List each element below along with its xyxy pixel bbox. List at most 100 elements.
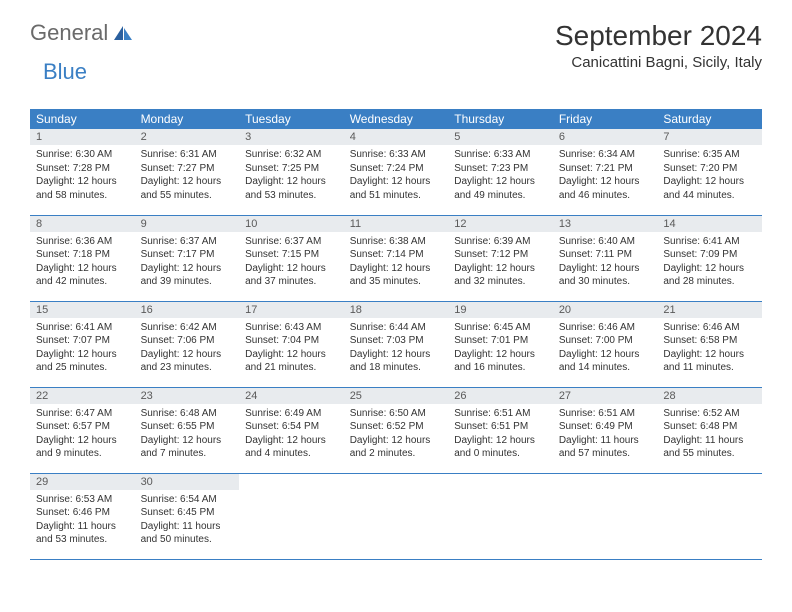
day-content: Sunrise: 6:46 AMSunset: 7:00 PMDaylight:… [553,318,658,378]
day-content: Sunrise: 6:41 AMSunset: 7:07 PMDaylight:… [30,318,135,378]
day-number: 16 [135,302,240,318]
day-number: 11 [344,216,449,232]
day-number: 15 [30,302,135,318]
day-number: 2 [135,129,240,145]
day-number: 4 [344,129,449,145]
day-content: Sunrise: 6:31 AMSunset: 7:27 PMDaylight:… [135,145,240,205]
day-content: Sunrise: 6:42 AMSunset: 7:06 PMDaylight:… [135,318,240,378]
day-content: Sunrise: 6:32 AMSunset: 7:25 PMDaylight:… [239,145,344,205]
calendar-cell: 18Sunrise: 6:44 AMSunset: 7:03 PMDayligh… [344,301,449,387]
header-saturday: Saturday [657,109,762,129]
calendar-cell: 20Sunrise: 6:46 AMSunset: 7:00 PMDayligh… [553,301,658,387]
calendar-cell: 10Sunrise: 6:37 AMSunset: 7:15 PMDayligh… [239,215,344,301]
day-content: Sunrise: 6:36 AMSunset: 7:18 PMDaylight:… [30,232,135,292]
logo: General [30,20,136,46]
day-number: 23 [135,388,240,404]
day-content: Sunrise: 6:53 AMSunset: 6:46 PMDaylight:… [30,490,135,550]
day-content: Sunrise: 6:50 AMSunset: 6:52 PMDaylight:… [344,404,449,464]
day-number: 14 [657,216,762,232]
calendar-cell: 12Sunrise: 6:39 AMSunset: 7:12 PMDayligh… [448,215,553,301]
day-content: Sunrise: 6:49 AMSunset: 6:54 PMDaylight:… [239,404,344,464]
calendar-cell: 15Sunrise: 6:41 AMSunset: 7:07 PMDayligh… [30,301,135,387]
logo-text-general: General [30,20,108,46]
calendar-cell: 5Sunrise: 6:33 AMSunset: 7:23 PMDaylight… [448,129,553,215]
day-number: 24 [239,388,344,404]
calendar-cell: 2Sunrise: 6:31 AMSunset: 7:27 PMDaylight… [135,129,240,215]
day-content: Sunrise: 6:30 AMSunset: 7:28 PMDaylight:… [30,145,135,205]
day-number: 29 [30,474,135,490]
day-content: Sunrise: 6:34 AMSunset: 7:21 PMDaylight:… [553,145,658,205]
day-number: 26 [448,388,553,404]
day-number: 13 [553,216,658,232]
calendar-cell: 1Sunrise: 6:30 AMSunset: 7:28 PMDaylight… [30,129,135,215]
calendar-cell: 22Sunrise: 6:47 AMSunset: 6:57 PMDayligh… [30,387,135,473]
calendar-cell [657,473,762,559]
header-sunday: Sunday [30,109,135,129]
calendar-cell: 11Sunrise: 6:38 AMSunset: 7:14 PMDayligh… [344,215,449,301]
header-wednesday: Wednesday [344,109,449,129]
day-number: 25 [344,388,449,404]
day-number: 17 [239,302,344,318]
weekday-header-row: Sunday Monday Tuesday Wednesday Thursday… [30,109,762,129]
header-monday: Monday [135,109,240,129]
month-title: September 2024 [555,20,762,52]
calendar-cell: 23Sunrise: 6:48 AMSunset: 6:55 PMDayligh… [135,387,240,473]
day-number: 22 [30,388,135,404]
header-thursday: Thursday [448,109,553,129]
day-number: 8 [30,216,135,232]
day-number: 9 [135,216,240,232]
calendar-body: 1Sunrise: 6:30 AMSunset: 7:28 PMDaylight… [30,129,762,559]
logo-text-blue: Blue [43,59,87,84]
calendar-cell [344,473,449,559]
day-number: 1 [30,129,135,145]
header-tuesday: Tuesday [239,109,344,129]
calendar-cell: 6Sunrise: 6:34 AMSunset: 7:21 PMDaylight… [553,129,658,215]
calendar-cell: 27Sunrise: 6:51 AMSunset: 6:49 PMDayligh… [553,387,658,473]
day-number: 10 [239,216,344,232]
day-content: Sunrise: 6:48 AMSunset: 6:55 PMDaylight:… [135,404,240,464]
day-number: 6 [553,129,658,145]
day-number: 18 [344,302,449,318]
day-content: Sunrise: 6:47 AMSunset: 6:57 PMDaylight:… [30,404,135,464]
day-content: Sunrise: 6:54 AMSunset: 6:45 PMDaylight:… [135,490,240,550]
calendar-cell: 26Sunrise: 6:51 AMSunset: 6:51 PMDayligh… [448,387,553,473]
calendar-cell: 7Sunrise: 6:35 AMSunset: 7:20 PMDaylight… [657,129,762,215]
day-content: Sunrise: 6:52 AMSunset: 6:48 PMDaylight:… [657,404,762,464]
day-content: Sunrise: 6:37 AMSunset: 7:17 PMDaylight:… [135,232,240,292]
calendar-cell: 29Sunrise: 6:53 AMSunset: 6:46 PMDayligh… [30,473,135,559]
calendar-table: Sunday Monday Tuesday Wednesday Thursday… [30,109,762,560]
calendar-cell: 9Sunrise: 6:37 AMSunset: 7:17 PMDaylight… [135,215,240,301]
day-number: 20 [553,302,658,318]
day-content: Sunrise: 6:33 AMSunset: 7:24 PMDaylight:… [344,145,449,205]
day-number: 30 [135,474,240,490]
calendar-row: 22Sunrise: 6:47 AMSunset: 6:57 PMDayligh… [30,387,762,473]
calendar-cell: 30Sunrise: 6:54 AMSunset: 6:45 PMDayligh… [135,473,240,559]
day-number: 5 [448,129,553,145]
day-content: Sunrise: 6:51 AMSunset: 6:51 PMDaylight:… [448,404,553,464]
calendar-cell: 24Sunrise: 6:49 AMSunset: 6:54 PMDayligh… [239,387,344,473]
calendar-cell: 13Sunrise: 6:40 AMSunset: 7:11 PMDayligh… [553,215,658,301]
calendar-row: 1Sunrise: 6:30 AMSunset: 7:28 PMDaylight… [30,129,762,215]
calendar-cell [553,473,658,559]
calendar-row: 8Sunrise: 6:36 AMSunset: 7:18 PMDaylight… [30,215,762,301]
day-content: Sunrise: 6:43 AMSunset: 7:04 PMDaylight:… [239,318,344,378]
calendar-cell: 4Sunrise: 6:33 AMSunset: 7:24 PMDaylight… [344,129,449,215]
calendar-cell: 19Sunrise: 6:45 AMSunset: 7:01 PMDayligh… [448,301,553,387]
day-content: Sunrise: 6:33 AMSunset: 7:23 PMDaylight:… [448,145,553,205]
day-number: 3 [239,129,344,145]
calendar-cell: 25Sunrise: 6:50 AMSunset: 6:52 PMDayligh… [344,387,449,473]
day-number: 19 [448,302,553,318]
day-content: Sunrise: 6:44 AMSunset: 7:03 PMDaylight:… [344,318,449,378]
day-content: Sunrise: 6:38 AMSunset: 7:14 PMDaylight:… [344,232,449,292]
calendar-cell: 17Sunrise: 6:43 AMSunset: 7:04 PMDayligh… [239,301,344,387]
calendar-cell [448,473,553,559]
calendar-cell: 16Sunrise: 6:42 AMSunset: 7:06 PMDayligh… [135,301,240,387]
calendar-cell: 3Sunrise: 6:32 AMSunset: 7:25 PMDaylight… [239,129,344,215]
day-content: Sunrise: 6:51 AMSunset: 6:49 PMDaylight:… [553,404,658,464]
calendar-cell: 8Sunrise: 6:36 AMSunset: 7:18 PMDaylight… [30,215,135,301]
day-content: Sunrise: 6:39 AMSunset: 7:12 PMDaylight:… [448,232,553,292]
logo-sail-icon [112,24,134,42]
day-content: Sunrise: 6:35 AMSunset: 7:20 PMDaylight:… [657,145,762,205]
day-number: 7 [657,129,762,145]
calendar-cell [239,473,344,559]
